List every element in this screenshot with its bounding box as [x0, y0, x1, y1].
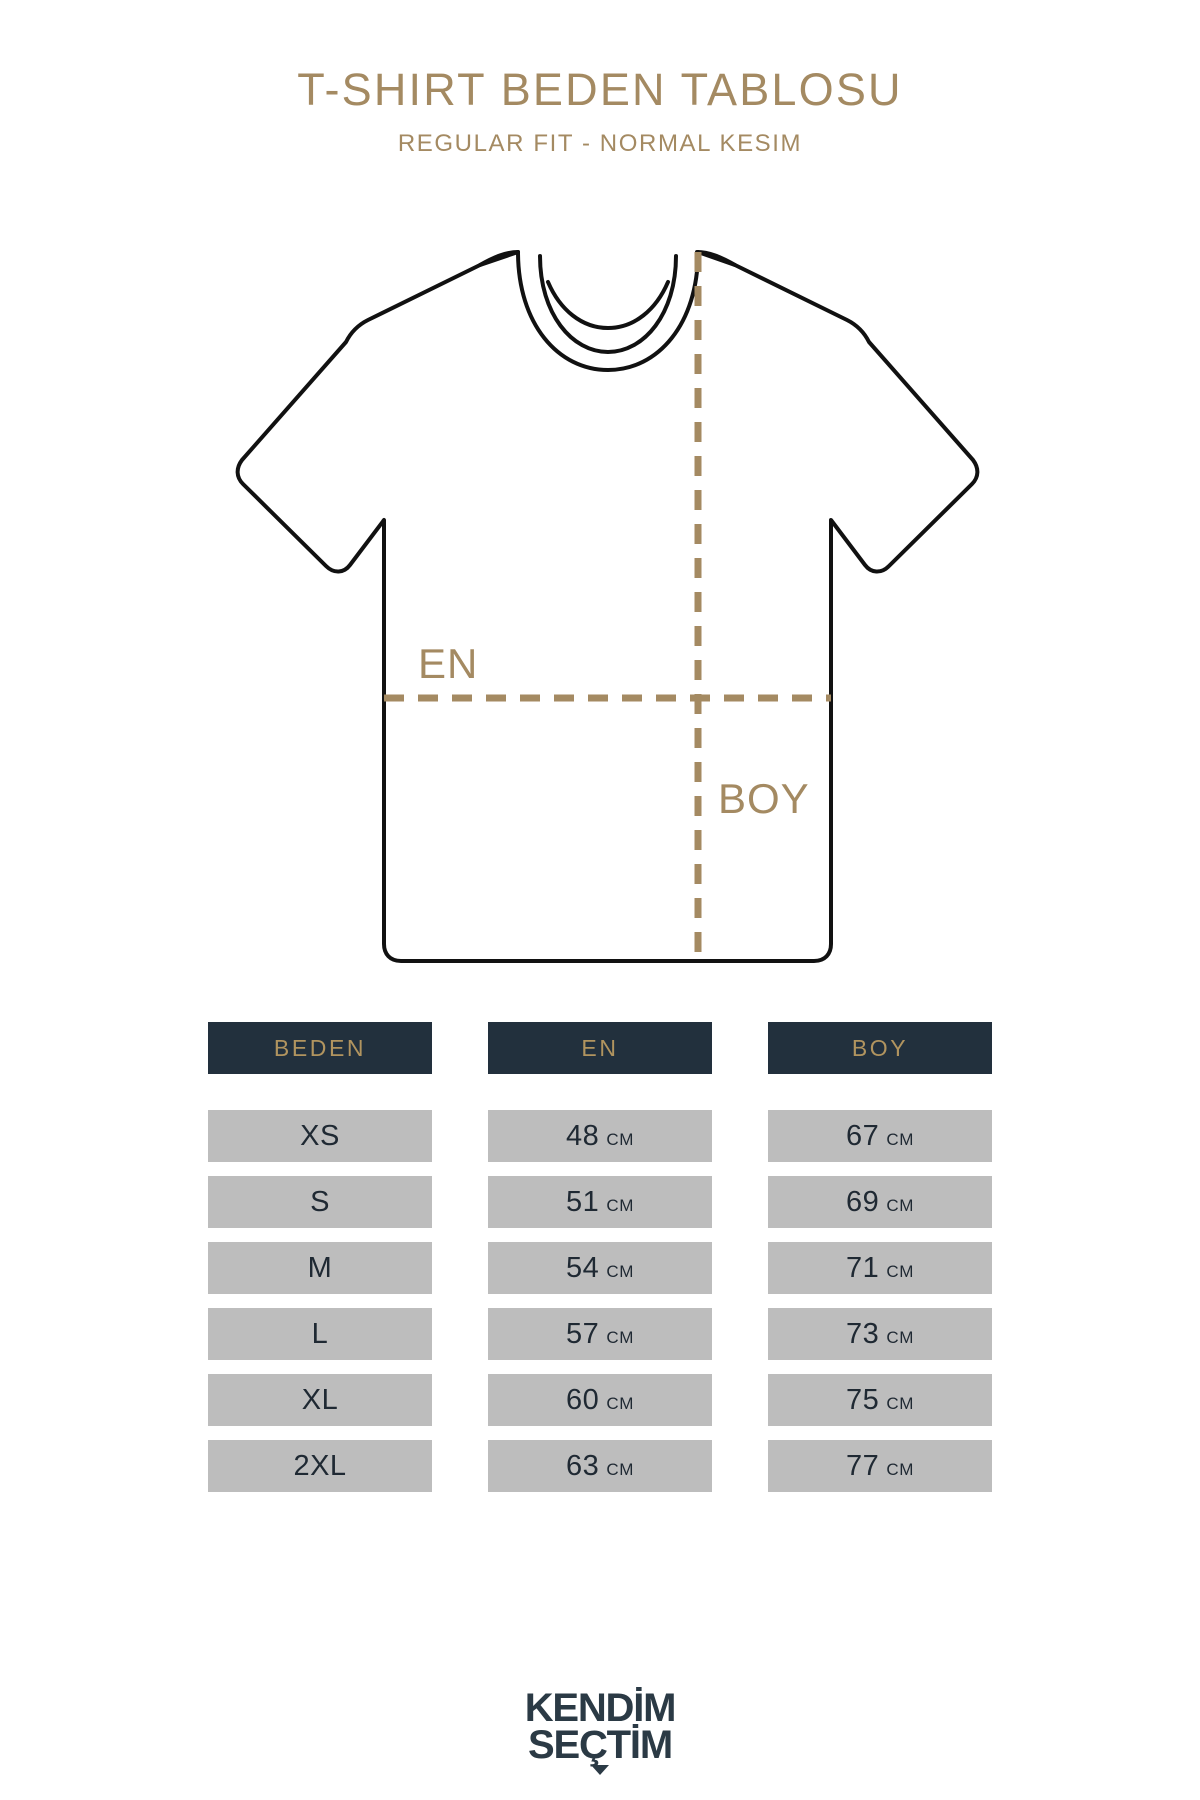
column-header-boy: BOY: [768, 1022, 992, 1074]
cell-length: 71 CM: [768, 1242, 992, 1294]
page-subtitle: REGULAR FIT - NORMAL KESIM: [397, 130, 803, 158]
cell-length: 77 CM: [768, 1440, 992, 1492]
table-row: S 51 CM 69 CM: [0, 1176, 1200, 1228]
column-header-en: EN: [488, 1022, 712, 1074]
cell-size-value: M: [307, 1251, 333, 1284]
cell-width-unit: CM: [606, 1195, 634, 1215]
cell-length-value: 71 CM: [846, 1252, 914, 1285]
cell-length-number: 67: [846, 1119, 880, 1152]
cell-width-number: 54: [566, 1251, 600, 1284]
cell-width-number: 63: [566, 1449, 600, 1482]
cell-width: 51 CM: [488, 1176, 712, 1228]
cell-width-value: 51 CM: [566, 1186, 634, 1219]
cell-width: 48 CM: [488, 1110, 712, 1162]
cell-size: S: [208, 1176, 432, 1228]
table-row: 2XL 63 CM 77 CM: [0, 1440, 1200, 1492]
cell-size: XS: [208, 1110, 432, 1162]
cell-width-number: 57: [566, 1317, 600, 1350]
brand-logo-line-2-wrap: SEÇTİM: [528, 1725, 673, 1775]
tshirt-outline-icon: [235, 250, 980, 963]
cell-length-value: 73 CM: [846, 1318, 914, 1351]
cell-length-unit: CM: [886, 1327, 914, 1347]
cell-width-value: 48 CM: [566, 1120, 634, 1153]
length-label: BOY: [718, 775, 810, 822]
cell-width-unit: CM: [606, 1261, 634, 1281]
size-table: BEDEN EN BOY XS 48 CM 67 CM: [0, 1022, 1200, 1506]
cell-size: 2XL: [208, 1440, 432, 1492]
table-row: M 54 CM 71 CM: [0, 1242, 1200, 1294]
cell-size-value: L: [311, 1317, 329, 1350]
brand-logo-line-1: KENDİM: [524, 1686, 677, 1731]
cell-length-number: 75: [846, 1383, 880, 1416]
cell-width-value: 57 CM: [566, 1318, 634, 1351]
brand-logo: KENDİM SEÇTİM: [0, 1686, 1200, 1775]
cell-size-value: XL: [301, 1383, 339, 1416]
cell-width: 60 CM: [488, 1374, 712, 1426]
cell-length: 73 CM: [768, 1308, 992, 1360]
cell-length: 75 CM: [768, 1374, 992, 1426]
cell-width-number: 60: [566, 1383, 600, 1416]
table-row: XL 60 CM 75 CM: [0, 1374, 1200, 1426]
cell-length-number: 69: [846, 1185, 880, 1218]
cell-width: 63 CM: [488, 1440, 712, 1492]
cell-width-unit: CM: [606, 1459, 634, 1479]
cell-length: 69 CM: [768, 1176, 992, 1228]
cell-width-unit: CM: [606, 1393, 634, 1413]
table-header-row: BEDEN EN BOY: [0, 1022, 1200, 1074]
cell-width: 57 CM: [488, 1308, 712, 1360]
tshirt-illustration: EN BOY: [218, 228, 998, 988]
cell-width-value: 54 CM: [566, 1252, 634, 1285]
brand-logo-line-2: SEÇTİM: [528, 1723, 673, 1768]
cell-width-value: 63 CM: [566, 1450, 634, 1483]
cell-length-number: 71: [846, 1251, 880, 1284]
cell-length-value: 75 CM: [846, 1384, 914, 1417]
cell-length-value: 77 CM: [846, 1450, 914, 1483]
caret-down-icon: [590, 1765, 609, 1775]
column-header-beden-label: BEDEN: [273, 1034, 367, 1061]
cell-width-number: 48: [566, 1119, 600, 1152]
cell-width-unit: CM: [606, 1327, 634, 1347]
cell-size-value: XS: [300, 1119, 340, 1152]
cell-length-value: 69 CM: [846, 1186, 914, 1219]
cell-width-value: 60 CM: [566, 1384, 634, 1417]
table-row: XS 48 CM 67 CM: [0, 1110, 1200, 1162]
cell-size: M: [208, 1242, 432, 1294]
page-title: T-SHIRT BEDEN TABLOSU: [297, 64, 903, 115]
column-header-en-label: EN: [581, 1034, 619, 1061]
page-header: T-SHIRT BEDEN TABLOSU REGULAR FIT - NORM…: [0, 66, 1200, 158]
width-label: EN: [418, 640, 478, 687]
cell-size: XL: [208, 1374, 432, 1426]
cell-length-unit: CM: [886, 1261, 914, 1281]
cell-length-value: 67 CM: [846, 1120, 914, 1153]
cell-size-value: 2XL: [293, 1449, 347, 1482]
cell-length: 67 CM: [768, 1110, 992, 1162]
cell-size: L: [208, 1308, 432, 1360]
cell-length-unit: CM: [886, 1195, 914, 1215]
table-row: L 57 CM 73 CM: [0, 1308, 1200, 1360]
column-header-beden: BEDEN: [208, 1022, 432, 1074]
cell-length-unit: CM: [886, 1129, 914, 1149]
cell-size-value: S: [310, 1185, 330, 1218]
cell-width-unit: CM: [606, 1129, 634, 1149]
cell-width: 54 CM: [488, 1242, 712, 1294]
cell-length-unit: CM: [886, 1459, 914, 1479]
cell-width-number: 51: [566, 1185, 600, 1218]
column-header-boy-label: BOY: [851, 1034, 909, 1061]
cell-length-number: 73: [846, 1317, 880, 1350]
cell-length-unit: CM: [886, 1393, 914, 1413]
cell-length-number: 77: [846, 1449, 880, 1482]
